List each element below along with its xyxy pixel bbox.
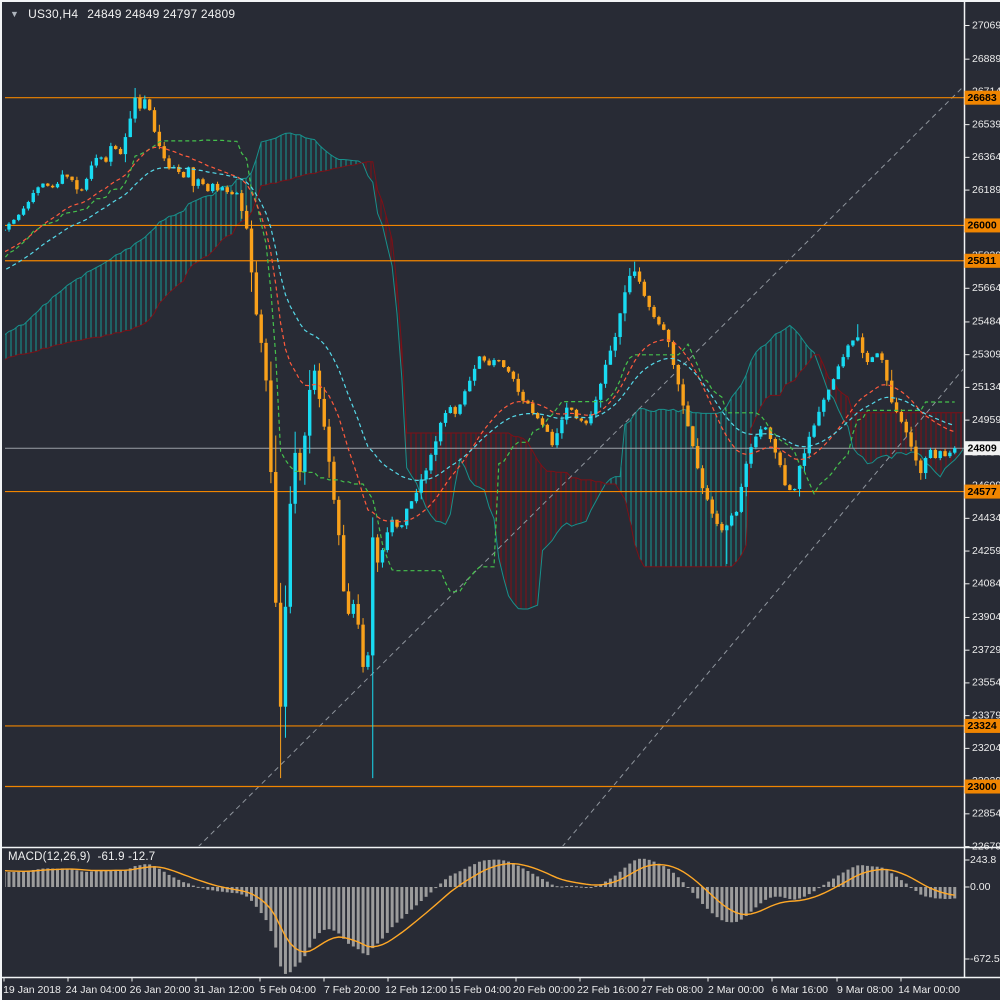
x-tick-label: 9 Mar 08:00 [837,984,893,996]
y-tick-label: 23554 [972,677,1000,689]
time-axis[interactable]: 19 Jan 2018 24 Jan 04:00 26 Jan 20:00 31 Ja… [3,977,960,996]
macd-panel[interactable] [3,858,957,974]
x-tick-label: 14 Mar 00:00 [898,984,960,996]
svg-text:26683: 26683 [968,92,997,104]
x-tick-label: 2 Mar 00:00 [708,984,764,996]
svg-text:24809: 24809 [968,442,997,454]
ma-lines [5,139,955,593]
ohlc-readout: 24849 24849 24797 24809 [87,7,236,21]
candles[interactable] [2,87,957,779]
price-tag [964,253,1000,268]
svg-text:23000: 23000 [968,781,997,793]
y-tick-label: 25664 [972,282,1000,294]
macd-name: MACD(12,26,9) [8,851,91,863]
price-axis[interactable]: 2706926889267142653926364261892583925664… [964,19,1000,852]
y-tick-label: 24084 [972,578,1000,590]
x-tick-label: 20 Feb 00:00 [513,984,575,996]
price-tag [964,779,1000,794]
x-tick-label: 7 Feb 20:00 [324,984,380,996]
x-tick-label: 24 Jan 04:00 [66,984,127,996]
trendline[interactable] [562,367,965,847]
chart-title-bar: ▼ US30,H4 24849 24849 24797 24809 [10,7,235,21]
svg-text:23324: 23324 [968,720,997,732]
svg-text:25811: 25811 [968,255,997,267]
y-tick-label: 25134 [972,381,1000,393]
y-tick-label: 24259 [972,545,1000,557]
y-tick-label: 25484 [972,316,1000,328]
price-tag [964,484,1000,499]
svg-text:0.00: 0.00 [970,881,991,893]
x-tick-label: 5 Feb 04:00 [260,984,316,996]
y-tick-label: 26189 [972,184,1000,196]
symbol-dropdown-icon[interactable]: ▼ [10,9,20,19]
y-tick-label: 23379 [972,709,1000,721]
price-tag [964,90,1000,105]
price-tags: 26683 26000 25811 24577 23324 23000 24809 [964,90,1000,794]
x-tick-label: 26 Jan 20:00 [130,984,191,996]
y-tick-label: 26539 [972,118,1000,130]
price-tag [964,218,1000,233]
svg-text:243.8: 243.8 [970,854,996,866]
macd-values: -61.9 -12.7 [97,851,156,863]
y-tick-label: 22854 [972,808,1000,820]
svg-text:24577: 24577 [968,486,997,498]
symbol-timeframe-label: US30,H4 [28,7,79,21]
y-tick-label: 25309 [972,348,1000,360]
price-tag [964,441,1000,456]
svg-text:-672.5: -672.5 [970,953,1000,965]
horizontal-levels[interactable] [5,97,964,788]
x-tick-label: 6 Mar 16:00 [772,984,828,996]
y-tick-label: 23904 [972,611,1000,623]
price-tag [964,718,1000,733]
x-tick-label: 12 Feb 12:00 [385,984,447,996]
macd-signal-line [5,863,955,953]
y-tick-label: 23204 [972,742,1000,754]
macd-scale: 243.8 0.00 -672.5 [964,854,1000,965]
y-tick-label: 26889 [972,53,1000,65]
svg-text:26000: 26000 [968,220,997,232]
y-tick-label: 24959 [972,414,1000,426]
ichimoku-cloud [5,132,963,610]
x-tick-label: 15 Feb 04:00 [449,984,511,996]
y-tick-label: 27069 [972,19,1000,31]
x-tick-label: 31 Jan 12:00 [194,984,255,996]
y-tick-label: 26364 [972,151,1000,163]
trendline[interactable] [198,85,965,847]
x-tick-label: 27 Feb 08:00 [641,984,703,996]
y-tick-label: 23729 [972,644,1000,656]
x-tick-label: 22 Feb 16:00 [577,984,639,996]
x-tick-label: 19 Jan 2018 [3,984,61,996]
y-tick-label: 22679 [972,840,1000,852]
y-tick-label: 24434 [972,512,1000,524]
macd-indicator-label: MACD(12,26,9) -61.9 -12.7 [8,851,155,863]
trendlines[interactable] [198,85,965,847]
